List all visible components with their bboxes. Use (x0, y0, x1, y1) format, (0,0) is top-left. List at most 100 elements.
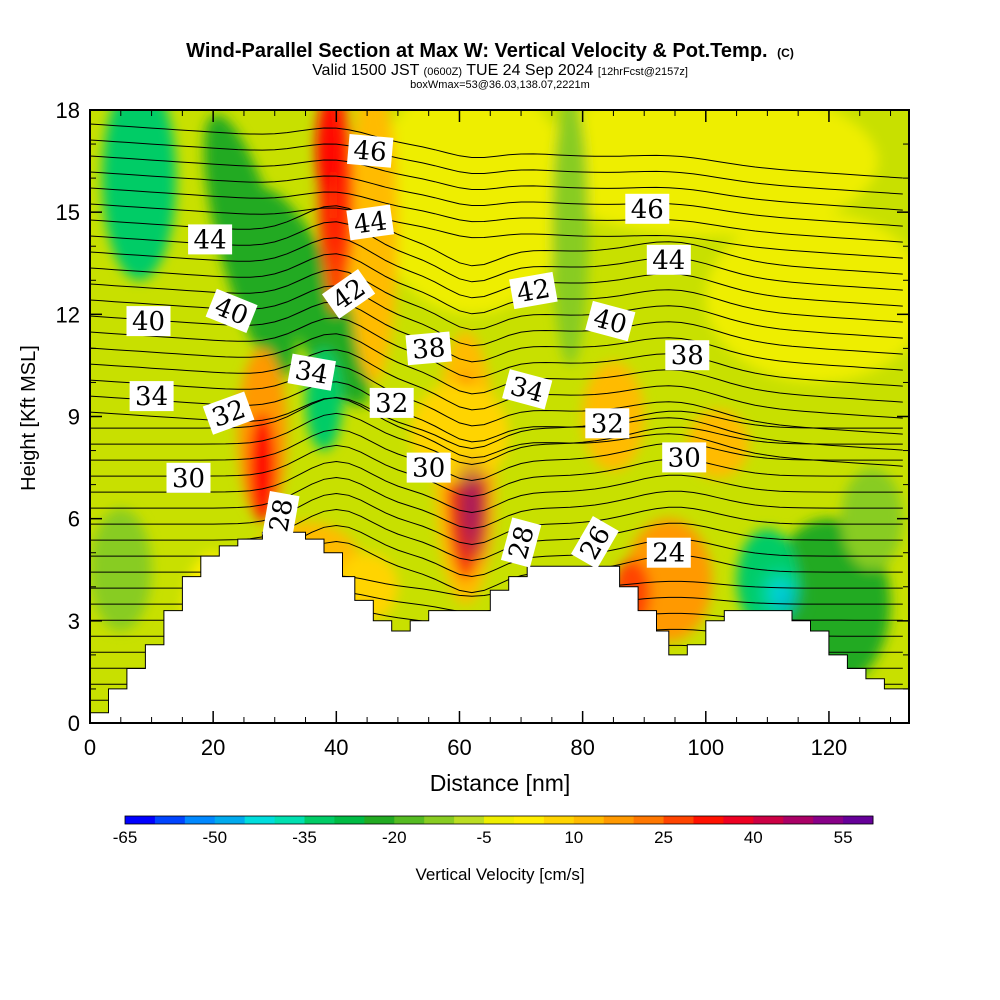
colorbar-tick-label: 10 (564, 828, 583, 847)
x-tick-label: 0 (84, 735, 96, 760)
theta-contour-label: 24 (646, 537, 691, 569)
colorbar-tick-label: 55 (834, 828, 853, 847)
svg-text:44: 44 (194, 225, 227, 255)
colorbar-swatch (723, 816, 754, 824)
x-tick-label: 20 (201, 735, 225, 760)
x-tick-label: 100 (687, 735, 724, 760)
theta-contour-label: 28 (262, 491, 300, 540)
theta-contour-label: 46 (346, 134, 394, 169)
svg-text:38: 38 (411, 333, 447, 366)
colorbar-swatch (573, 816, 605, 824)
theta-contour-label: 34 (287, 353, 336, 391)
x-tick-label: 40 (324, 735, 348, 760)
y-axis: 0 3 6 9 12 15 18 (56, 98, 909, 736)
theta-contour-label: 40 (126, 306, 171, 337)
svg-text:46: 46 (631, 195, 664, 225)
y-tick-label: 15 (56, 200, 80, 225)
colorbar-tick-label: -65 (113, 828, 138, 847)
chart-title-suffix: (C) (777, 46, 794, 60)
svg-text:34: 34 (135, 382, 168, 412)
svg-text:38: 38 (671, 341, 704, 371)
colorbar: -65 -50 -35 -20 -5 10 25 40 55 (113, 815, 874, 847)
svg-text:40: 40 (132, 307, 165, 337)
theta-contour-label: 40 (205, 288, 258, 334)
colorbar-tick-label: -50 (202, 828, 227, 847)
colorbar-swatch (843, 816, 874, 824)
chart-subtitle-2: boxWmax=53@36.03,138.07,2221m (410, 79, 590, 91)
colorbar-swatch (125, 816, 156, 824)
theta-contour-label: 30 (406, 452, 451, 484)
colorbar-swatch (513, 816, 545, 824)
y-tick-label: 12 (56, 302, 80, 327)
x-tick-label: 60 (447, 735, 471, 760)
theta-contour-label: 32 (369, 387, 414, 419)
theta-contour-label: 44 (188, 224, 233, 255)
svg-text:42: 42 (515, 274, 553, 309)
x-axis: 0 20 40 60 80 100 120 (84, 110, 892, 760)
svg-text:34: 34 (293, 356, 331, 391)
theta-contour-label: 46 (625, 193, 670, 225)
colorbar-tick-label: -35 (292, 828, 317, 847)
y-tick-label: 18 (56, 98, 80, 123)
theta-contour-label: 30 (166, 462, 211, 494)
y-tick-label: 0 (68, 711, 80, 736)
colorbar-swatch (543, 816, 575, 824)
svg-text:30: 30 (668, 443, 701, 473)
chart-subtitle: Valid 1500 JST (0600Z) TUE 24 Sep 2024 [… (312, 62, 688, 79)
svg-text:32: 32 (375, 389, 408, 419)
colorbar-swatch (484, 816, 515, 824)
colorbar-swatch (364, 816, 395, 824)
colorbar-label: Vertical Velocity [cm/s] (415, 865, 584, 884)
colorbar-swatch (334, 816, 365, 824)
x-axis-label: Distance [nm] (430, 770, 571, 796)
theta-contour-label: 42 (509, 271, 558, 309)
colorbar-tick-label: -20 (382, 828, 407, 847)
svg-text:44: 44 (652, 246, 685, 276)
colorbar-swatch (663, 816, 694, 824)
colorbar-swatch (603, 816, 635, 824)
svg-text:24: 24 (652, 539, 685, 569)
colorbar-tick-label: 40 (744, 828, 763, 847)
colorbar-swatch (454, 816, 485, 824)
theta-contour-label: 32 (585, 408, 630, 439)
terrain-mask (90, 531, 909, 723)
colorbar-swatch (274, 816, 306, 824)
x-tick-label: 80 (570, 735, 594, 760)
svg-text:28: 28 (264, 497, 299, 535)
y-tick-label: 9 (68, 405, 80, 430)
colorbar-swatch (304, 816, 335, 824)
svg-text:46: 46 (352, 136, 388, 169)
colorbar-tick-label: 25 (654, 828, 673, 847)
svg-text:32: 32 (591, 409, 624, 439)
colorbar-swatch (184, 816, 216, 824)
theta-contour-label: 34 (129, 381, 174, 412)
svg-text:44: 44 (352, 206, 389, 240)
colorbar-swatch (244, 816, 276, 824)
colorbar-swatch (693, 816, 724, 824)
chart-title: Wind-Parallel Section at Max W: Vertical… (186, 40, 794, 62)
colorbar-swatch (633, 816, 665, 824)
colorbar-swatch (753, 816, 784, 824)
theta-contour-label: 30 (662, 442, 707, 473)
theta-contour-label: 38 (405, 331, 452, 366)
y-tick-label: 3 (68, 609, 80, 634)
colorbar-swatch (783, 816, 814, 824)
theta-contour-label: 28 (500, 517, 542, 568)
theta-contour-label: 38 (665, 340, 710, 371)
theta-contour-label: 44 (346, 204, 395, 241)
y-axis-label: Height [Kft MSL] (18, 345, 40, 491)
colorbar-swatch (424, 816, 455, 824)
colorbar-swatch (154, 816, 186, 824)
colorbar-swatch (394, 816, 425, 824)
svg-text:30: 30 (412, 454, 445, 484)
colorbar-swatch (214, 816, 246, 824)
x-tick-label: 120 (811, 735, 848, 760)
colorbar-swatch (813, 816, 844, 824)
y-tick-label: 6 (68, 507, 80, 532)
svg-text:30: 30 (172, 464, 205, 494)
theta-contour-label: 44 (646, 244, 691, 276)
colorbar-tick-label: -5 (476, 828, 491, 847)
